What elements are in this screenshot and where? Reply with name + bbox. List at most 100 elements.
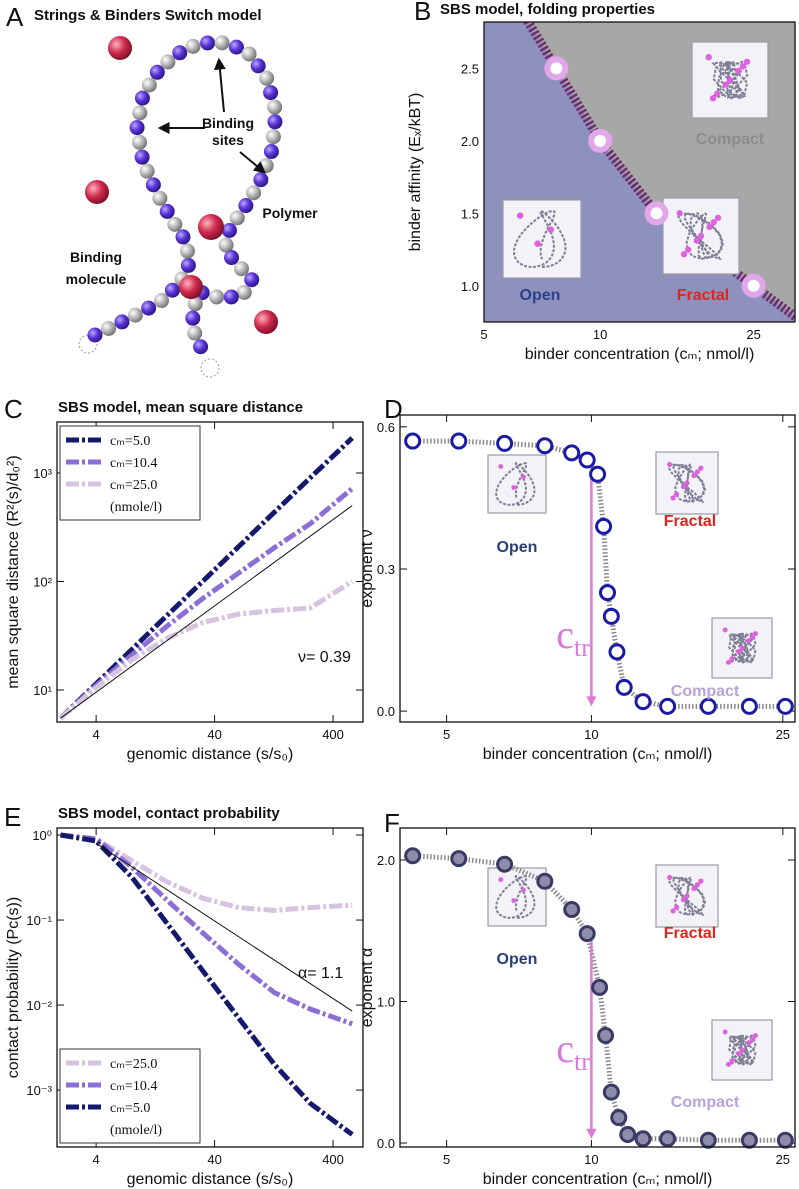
inset-binder [714,214,722,221]
y-axis-label: exponent ν [359,529,376,607]
panel-title: Strings & Binders Switch model [34,7,262,24]
x-tick-label: 10 [584,1152,598,1167]
bead [152,190,168,206]
region-label: Fractal [664,925,716,942]
inset-binder [698,878,704,884]
point [595,517,613,535]
bead [259,70,275,86]
x-axis-label: binder concentration (cₘ; nmol/l) [483,1171,713,1188]
inset-binder [729,656,735,662]
region-label: Compact [671,683,740,700]
chain-end [78,334,98,354]
y-tick-label: 10¹ [33,683,52,698]
inset-binder [722,627,728,633]
point [563,444,581,462]
inset-binder [680,897,687,903]
annotation: sites [212,132,244,148]
plot-area [60,832,354,1137]
legend-label: cₘ=10.4 [110,456,157,471]
inset-binder [749,634,755,640]
annotation: Binding [70,249,122,265]
series-line [60,832,354,1027]
x-tick-label: 4 [93,727,100,742]
y-tick-label: 10⁻¹ [26,913,52,928]
inset-binder [521,887,526,893]
bead [200,35,216,51]
bead [159,203,175,219]
inset-binder [680,484,687,490]
arrow [213,57,226,113]
bead [160,54,176,70]
point [597,1026,615,1044]
inset-binder [739,645,745,651]
y-tick-label: 10³ [33,466,52,481]
inset-polymer [513,209,567,269]
binding-molecule [254,310,278,334]
bead [214,35,230,51]
panel-title: SBS model, folding properties [440,1,655,18]
y-axis-label: exponent α [359,948,376,1028]
inset-binder [498,464,504,470]
x-tick-label: 5 [443,1152,450,1167]
inset-icon [691,41,769,119]
bead [167,216,183,232]
bead [246,185,262,201]
inset-binder [680,251,688,258]
legend-label: cₘ=5.0 [110,434,150,449]
x-tick-label: 5 [480,327,487,342]
point [741,273,766,298]
annotation: molecule [66,271,127,287]
bead [114,314,130,330]
binding-molecule [85,180,109,204]
point [699,1131,717,1149]
inset-binder [726,659,732,665]
inset-binder [516,212,524,219]
plot-frame [399,827,796,1148]
plot-frame [56,421,364,723]
point [644,201,669,226]
y-tick-label: 2.0 [461,134,479,149]
inset-binder [691,885,697,892]
inset-binder [752,1033,758,1039]
threshold-arrowhead [586,1128,597,1139]
inset-frame [711,617,773,679]
bead [253,172,269,188]
x-axis-label: binder concentration (cₘ; nmol/l) [483,746,713,763]
point [740,1131,758,1149]
inset-icon [711,1019,773,1081]
point [591,978,609,996]
point [602,1083,620,1101]
bead [141,77,157,93]
bead [134,149,150,165]
bead [267,99,283,115]
point [536,872,554,890]
x-tick-label: 40 [207,1152,221,1167]
threshold-label: tr [574,633,590,662]
y-tick-label: 0.0 [377,1136,395,1151]
bead [228,39,244,55]
legend: cₘ=25.0 cₘ=10.4 cₘ=5.0 (nmole/l) [59,1048,201,1144]
inset-binder [676,210,683,217]
bead [218,237,234,253]
threshold-label: tr [574,1047,590,1076]
threshold-label: c [556,612,574,657]
binding-molecule [108,36,132,60]
x-axis-label: binder concentration (cₘ; nmol/l) [525,346,755,363]
bead [223,289,239,305]
region-label: Fractal [677,287,729,304]
legend-label: cₘ=5.0 [110,1101,150,1116]
binding-molecule [198,214,224,240]
y-tick-label: 10⁻³ [26,1083,52,1098]
x-tick-label: 10 [593,327,607,342]
point [619,1126,637,1144]
inset-binder [706,223,713,231]
plot-frame [399,414,796,723]
inset-binder [547,226,554,233]
series-line [58,486,354,721]
inset-binder [684,480,690,486]
point [615,678,633,696]
inset-binder [739,1047,745,1053]
inset-icon [487,867,547,927]
point [536,437,554,455]
y-axis-label: binder affinity (Eₓ/kBT) [407,93,424,252]
